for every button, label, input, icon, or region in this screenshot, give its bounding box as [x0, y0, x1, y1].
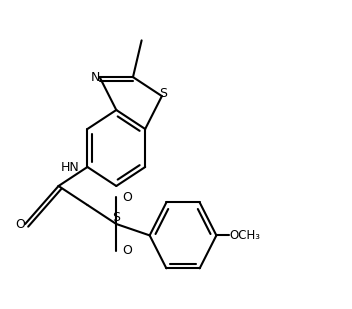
Text: S: S — [159, 87, 168, 99]
Text: O: O — [15, 218, 25, 231]
Text: OCH₃: OCH₃ — [230, 229, 260, 242]
Text: O: O — [122, 191, 132, 204]
Text: N: N — [90, 70, 100, 84]
Text: HN: HN — [61, 160, 80, 173]
Text: O: O — [122, 244, 132, 257]
Text: S: S — [112, 211, 120, 224]
